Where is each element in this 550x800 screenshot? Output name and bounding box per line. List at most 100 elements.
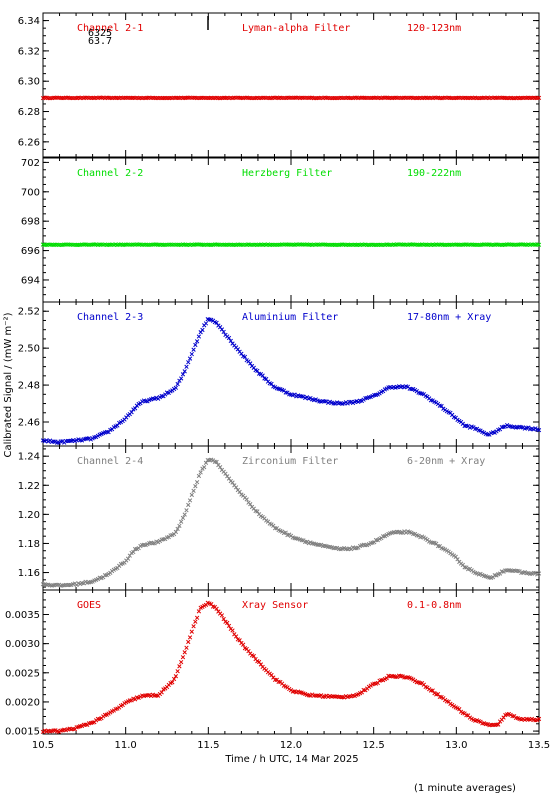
x-tick-label: 11.5 [197,740,219,751]
data-point [191,488,196,493]
panels-container: 6.26 6.28 6.30 6.32 6.34 Channel 2-1 Lyman-alp… [5,12,542,738]
data-point [175,381,180,387]
data-point [175,669,180,674]
data-point [189,629,194,634]
data-point [248,502,253,507]
data-point [179,376,184,381]
data-point [237,638,242,643]
data-point [536,95,542,101]
channel-label: GOES [77,600,101,611]
top-marker-text-1: 6325 [88,28,112,39]
data-point [501,715,506,720]
y-tick-label: 694 [21,275,40,286]
panel-frame [42,157,540,303]
data-point [196,334,202,339]
data-point [536,242,542,247]
data-point [193,619,198,624]
y-tick-label: 6.28 [18,107,40,118]
y-tick-label: 0.0030 [5,639,40,650]
data-series [40,317,542,445]
band-label: 190-222nm [407,168,461,179]
data-point [180,515,186,521]
data-series [40,95,542,101]
data-point [177,664,182,669]
data-point [225,620,230,626]
panel-1: 6.26 6.28 6.30 6.32 6.34 Channel 2-1 Lyman-alp… [18,12,542,158]
data-point [186,639,191,645]
x-tick-label: 10.5 [32,740,54,751]
data-point [226,623,232,629]
data-point [455,557,460,562]
x-axis-labels: 10.5 11.0 11.5 12.0 12.5 13.0 13.5 [32,740,550,751]
data-point [115,423,120,428]
y-tick-label: 1.22 [18,481,40,492]
channel-label: Channel 2-2 [77,168,143,179]
data-point [200,327,205,333]
y-tick-label: 2.52 [18,307,40,318]
data-point [536,427,542,433]
data-point [180,372,186,377]
y-tick-label: 1.16 [18,568,40,579]
data-point [203,460,209,465]
band-label: 120-123nm [407,23,461,34]
y-tick-label: 6.34 [18,16,40,27]
data-point [194,339,200,344]
data-point [214,606,219,611]
data-point [233,485,239,490]
y-tick-label: 0.0015 [5,727,40,738]
data-point [228,338,233,344]
y-tick-label: 700 [21,187,40,198]
data-point [226,476,232,481]
band-label: 0.1-0.8nm [407,600,461,611]
x-tick-label: 11.0 [115,740,137,751]
data-point [264,376,269,382]
data-point [177,523,182,528]
data-point [191,347,196,352]
data-point [184,508,189,513]
filter-label: Xray Sensor [242,600,308,611]
data-point [173,674,179,679]
data-point [182,650,187,655]
y-tick-label: 6.26 [18,137,40,148]
channel-label: Channel 2-4 [77,456,143,467]
data-point [241,642,246,647]
data-series [40,457,542,588]
data-point [194,615,200,620]
data-point [193,342,198,348]
data-point [536,571,542,576]
y-tick-label: 698 [21,217,40,228]
y-tick-label: 2.50 [18,344,40,355]
data-point [187,498,193,503]
data-point [194,479,200,485]
data-point [221,616,226,622]
data-point [230,628,235,633]
data-point [171,676,177,682]
data-point [233,634,239,639]
data-point [255,368,260,374]
filter-label: Zirconium Filter [242,456,338,467]
data-point [244,497,249,502]
data-point [214,459,219,465]
y-tick-label: 1.24 [18,452,40,463]
channel-label: Channel 2-3 [77,312,143,323]
y-tick-label: 696 [21,246,40,257]
y-tick-label: 2.46 [18,418,40,429]
data-point [237,489,242,495]
y-tick-label: 0.0025 [5,668,40,679]
data-point [430,688,435,693]
channel-label: Channel 2-1 [77,23,143,34]
data-point [191,624,196,629]
panel-frame [42,589,540,735]
data-point [132,406,138,411]
data-point [435,691,441,697]
data-point [186,502,191,508]
x-tick-label: 13.0 [445,740,467,751]
data-series [40,600,542,735]
data-point [180,655,186,660]
data-point [179,659,184,665]
data-point [221,329,226,335]
data-point [457,707,462,712]
data-point [184,364,189,369]
y-tick-label: 6.32 [18,46,40,57]
data-point [269,672,274,678]
